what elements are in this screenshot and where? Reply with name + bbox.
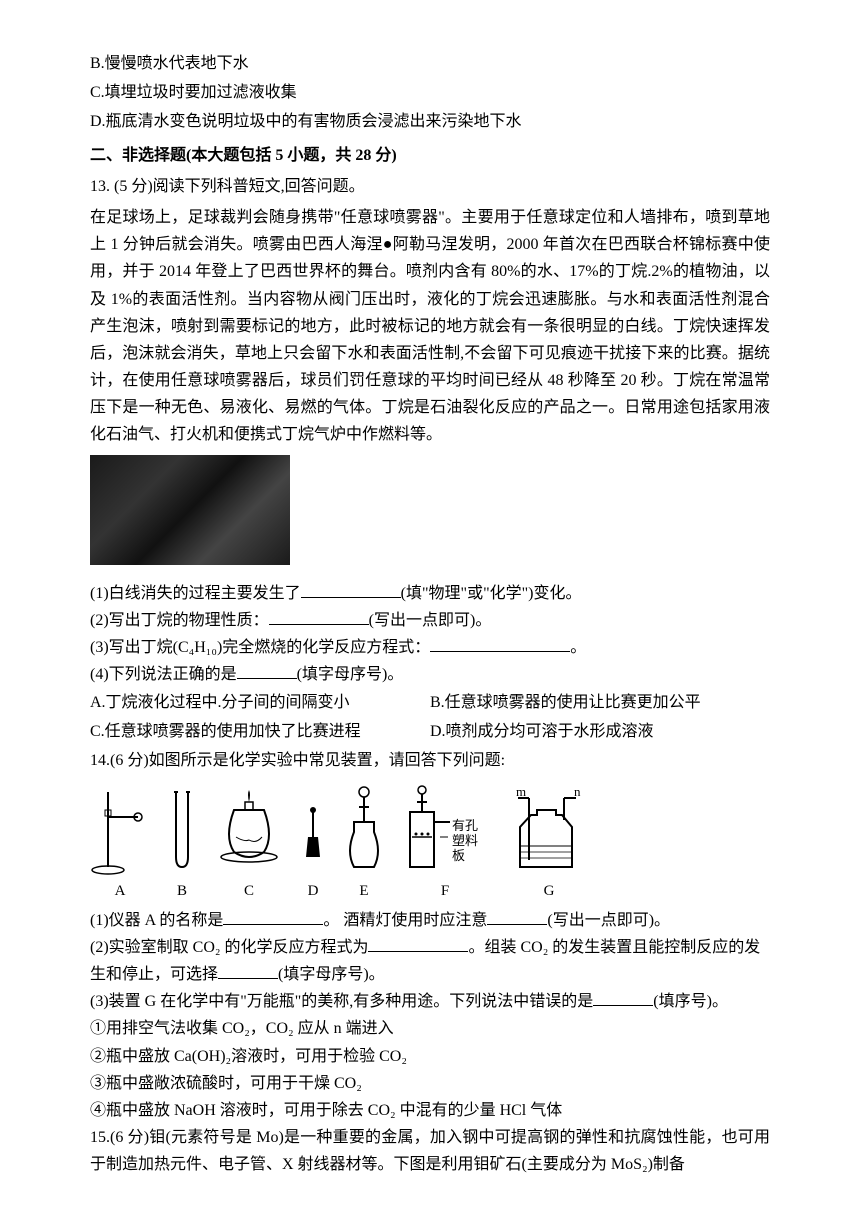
kipps-icon: 有孔 塑料 板 xyxy=(400,782,490,877)
q14-sub2-c: (填字母序号)。 xyxy=(278,966,385,983)
q14-sub1-a: (1)仪器 A 的名称是 xyxy=(90,912,223,929)
label-g: G xyxy=(544,879,555,905)
g-m-label: m xyxy=(516,784,526,799)
testtube-icon xyxy=(164,782,200,877)
q13-options: A.丁烷液化过程中.分子间的间隔变小 B.任意球喷雾器的使用让比赛更加公平 C.… xyxy=(90,689,770,747)
apparatus-d: D xyxy=(298,782,328,905)
blank xyxy=(218,961,278,979)
blank xyxy=(269,607,369,625)
q13-sub2-b: (写出一点即可)。 xyxy=(369,612,492,629)
q13-opt-c: C.任意球喷雾器的使用加快了比赛进程 xyxy=(90,718,430,745)
q14-stmt3: ③瓶中盛敞浓硫酸时，可用于干燥 CO₂ xyxy=(90,1070,770,1097)
q14-sub3-a: (3)装置 G 在化学中有"万能瓶"的美称,有多种用途。下列说法中错误的是 xyxy=(90,993,593,1010)
label-a: A xyxy=(115,879,126,905)
q13-sub3: (3)写出丁烷(C₄H₁₀)完全燃烧的化学反应方程式： 。 xyxy=(90,634,770,661)
q14-sub1-c: (写出一点即可)。 xyxy=(547,912,670,929)
q14-stmt1: ①用排空气法收集 CO₂，CO₂ 应从 n 端进入 xyxy=(90,1015,770,1042)
q13-image xyxy=(90,455,290,565)
option-b: B.慢慢喷水代表地下水 xyxy=(90,50,770,77)
q14-intro: 14.(6 分)如图所示是化学实验中常见装置，请回答下列问题: xyxy=(90,747,770,774)
q13-sub3-b: 。 xyxy=(570,639,586,656)
blank xyxy=(301,580,401,598)
apparatus-e: E xyxy=(342,782,386,905)
apparatus-row: A B C D E xyxy=(90,782,770,905)
q14-sub1: (1)仪器 A 的名称是 。 酒精灯使用时应注意 (写出一点即可)。 xyxy=(90,907,770,934)
blank xyxy=(487,907,547,925)
blank xyxy=(368,934,468,952)
blank xyxy=(430,635,570,653)
q13-sub3-a: (3)写出丁烷(C₄H₁₀)完全燃烧的化学反应方程式： xyxy=(90,639,430,656)
blank xyxy=(593,989,653,1007)
gas-bottle-icon: m n xyxy=(504,782,594,877)
q13-sub1-a: (1)白线消失的过程主要发生了 xyxy=(90,585,301,602)
q14-stmt4: ④瓶中盛放 NaOH 溶液时，可用于除去 CO₂ 中混有的少量 HCl 气体 xyxy=(90,1097,770,1124)
stopper-icon xyxy=(298,782,328,877)
label-f: F xyxy=(441,879,449,905)
blank xyxy=(237,662,297,680)
q14-stmt2: ②瓶中盛放 Ca(OH)₂溶液时，可用于检验 CO₂ xyxy=(90,1043,770,1070)
q13-passage: 在足球场上，足球裁判会随身携带"任意球喷雾器"。主要用于任意球定位和人墙排布，喷… xyxy=(90,204,770,449)
stand-icon xyxy=(90,782,150,877)
q13-sub1-b: (填"物理"或"化学")变化。 xyxy=(401,585,582,602)
label-b: B xyxy=(177,879,187,905)
apparatus-b: B xyxy=(164,782,200,905)
q13-sub1: (1)白线消失的过程主要发生了 (填"物理"或"化学")变化。 xyxy=(90,580,770,607)
g-n-label: n xyxy=(574,784,581,799)
funnel-flask-icon xyxy=(342,782,386,877)
apparatus-g: m n G xyxy=(504,782,594,905)
q14-sub3-b: (填序号)。 xyxy=(653,993,728,1010)
option-c: C.填埋垃圾时要加过滤液收集 xyxy=(90,79,770,106)
svg-text:塑料: 塑料 xyxy=(452,833,478,848)
apparatus-f: 有孔 塑料 板 F xyxy=(400,782,490,905)
svg-text:板: 板 xyxy=(452,848,465,863)
label-e: E xyxy=(359,879,368,905)
apparatus-c: C xyxy=(214,782,284,905)
label-d: D xyxy=(308,879,319,905)
option-d: D.瓶底清水变色说明垃圾中的有害物质会浸滤出来污染地下水 xyxy=(90,108,770,135)
q14-sub1-b: 。 酒精灯使用时应注意 xyxy=(323,912,487,929)
q13-opt-b: B.任意球喷雾器的使用让比赛更加公平 xyxy=(430,689,770,716)
label-c: C xyxy=(244,879,254,905)
q13-sub4-b: (填字母序号)。 xyxy=(297,666,404,683)
q13-sub4-a: (4)下列说法正确的是 xyxy=(90,666,237,683)
q13-opt-d: D.喷剂成分均可溶于水形成溶液 xyxy=(430,718,770,745)
alcohol-lamp-icon xyxy=(214,782,284,877)
q13-sub2: (2)写出丁烷的物理性质： (写出一点即可)。 xyxy=(90,607,770,634)
q13-sub4: (4)下列说法正确的是 (填字母序号)。 xyxy=(90,661,770,688)
f-annot: 有孔 xyxy=(452,818,478,833)
q15-intro: 15.(6 分)钼(元素符号是 Mo)是一种重要的金属，加入钢中可提高钢的弹性和… xyxy=(90,1124,770,1178)
q14-sub3: (3)装置 G 在化学中有"万能瓶"的美称,有多种用途。下列说法中错误的是 (填序… xyxy=(90,988,770,1015)
q13-intro: 13. (5 分)阅读下列科普短文,回答问题。 xyxy=(90,173,770,200)
q14-sub2: (2)实验室制取 CO₂ 的化学反应方程式为。组装 CO₂ 的发生装置且能控制反… xyxy=(90,934,770,988)
q13-opt-a: A.丁烷液化过程中.分子间的间隔变小 xyxy=(90,689,430,716)
q14-sub2-a: (2)实验室制取 CO₂ 的化学反应方程式为 xyxy=(90,939,368,956)
section-2-header: 二、非选择题(本大题包括 5 小题，共 28 分) xyxy=(90,142,770,169)
blank xyxy=(223,907,323,925)
q13-sub2-a: (2)写出丁烷的物理性质： xyxy=(90,612,269,629)
apparatus-a: A xyxy=(90,782,150,905)
